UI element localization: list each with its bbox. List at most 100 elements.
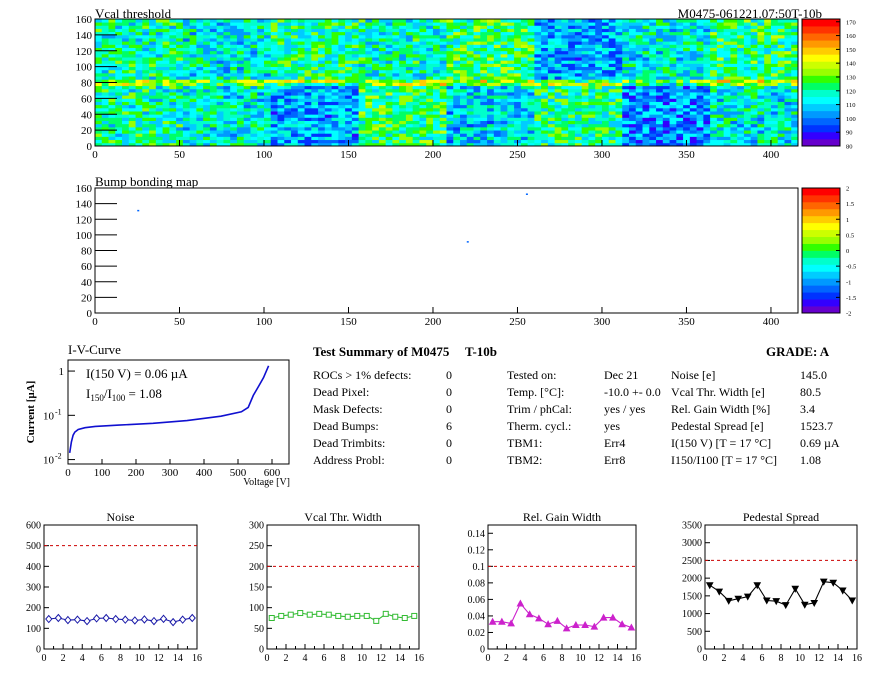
vcal-heatmap-cell (703, 82, 711, 87)
vcal-heatmap-cell (176, 31, 184, 36)
vcal-heatmap-cell (608, 85, 616, 90)
vcal-heatmap-cell (615, 92, 623, 96)
vcal-heatmap-cell (372, 53, 380, 58)
vcal-heatmap-cell (176, 123, 184, 128)
vcal-heatmap-cell (149, 57, 157, 61)
vcal-heatmap-cell (595, 57, 603, 61)
vcal-heatmap-cell (318, 123, 326, 128)
vcal-heatmap-cell (345, 82, 353, 87)
vcal-heatmap-cell (588, 133, 596, 137)
vcal-heatmap-cell (419, 69, 427, 74)
vcal-heatmap-cell (263, 85, 272, 90)
defect-value: 0 (446, 453, 452, 467)
vcal-heatmap-cell (372, 31, 380, 36)
vcal-heatmap-cell (230, 98, 238, 102)
vcal-heatmap-cell (331, 47, 339, 52)
vcal-heatmap-cell (230, 82, 238, 87)
vcal-heatmap-cell (257, 44, 265, 48)
vcal-heatmap-cell (236, 139, 245, 144)
vcal-heatmap-cell (284, 104, 292, 109)
vcal-heatmap-cell (209, 31, 218, 36)
vcal-heatmap-cell (723, 98, 731, 102)
vcal-heatmap-cell (101, 111, 109, 115)
vcal-heatmap-cell (635, 126, 643, 131)
vcal-heatmap-cell (561, 41, 569, 45)
vcal-heatmap-cell (189, 139, 197, 144)
trend-x-tick-label: 6 (541, 653, 546, 664)
vcal-heatmap-cell (169, 95, 177, 99)
trend-data-point (64, 615, 72, 625)
vcal-heatmap-cell (493, 79, 501, 83)
vcal-heatmap-cell (257, 53, 265, 58)
vcal-heatmap-cell (311, 22, 319, 26)
vcal-heatmap-cell (304, 123, 312, 128)
vcal-heatmap-cell (716, 120, 725, 125)
vcal-heatmap-cell (662, 79, 670, 83)
vcal-heatmap-cell (122, 28, 130, 33)
vcal-heatmap-cell (487, 63, 495, 68)
vcal-heatmap-cell (250, 107, 258, 112)
vcal-heatmap-cell (196, 104, 204, 109)
vcal-heatmap-cell (122, 95, 130, 99)
vcal-heatmap-cell (716, 66, 725, 71)
vcal-heatmap-cell (683, 41, 691, 45)
vcal-heatmap-cell (318, 76, 326, 80)
defect-label: ROCs > 1% defects: (313, 368, 412, 382)
vcal-heatmap-cell (520, 69, 529, 74)
vcal-x-axis: 0 50 100 150 200 250 300 350 400 (92, 140, 780, 161)
vcal-heatmap-cell (426, 98, 434, 102)
vcal-heatmap-cell (439, 66, 447, 71)
vcal-heatmap-cell (351, 107, 360, 112)
vcal-heatmap-cell (554, 101, 562, 106)
vcal-heatmap-cell (176, 101, 184, 106)
x-tick-label: 200 (425, 316, 442, 328)
vcal-heatmap-cell (331, 63, 339, 68)
vcal-heatmap-cell (689, 44, 698, 48)
vcal-heatmap-cell (581, 50, 589, 55)
vcal-heatmap-cell (378, 57, 387, 61)
vcal-heatmap-cell (622, 101, 630, 106)
vcal-heatmap-cell (135, 72, 143, 77)
vcal-heatmap-cell (554, 82, 562, 87)
vcal-heatmap-cell (263, 126, 272, 131)
vcal-heatmap-cell (122, 19, 130, 23)
vcal-heatmap-cell (784, 41, 792, 45)
vcal-heatmap-cell (439, 25, 447, 29)
trend-x-tick-label: 8 (779, 653, 784, 664)
vcal-heatmap-cell (236, 98, 245, 102)
vcal-heatmap-cell (554, 60, 562, 64)
iv-x-axis: 0 100 200 300 400 500 600 (65, 459, 281, 479)
trend-y-tick-label: 300 (249, 521, 264, 532)
vcal-heatmap-cell (169, 19, 177, 23)
vcal-heatmap-cell (703, 95, 711, 99)
defect-value: 0 (446, 436, 452, 450)
vcal-heatmap-cell (324, 104, 332, 109)
vcal-heatmap-cell (412, 63, 420, 68)
color-scale-band (802, 194, 840, 203)
vcal-heatmap-cell (419, 130, 427, 134)
vcal-heatmap-cell (480, 101, 488, 106)
vcal-heatmap-cell (696, 107, 704, 112)
vcal-heatmap-cell (662, 66, 670, 71)
vcal-heatmap-cell (270, 136, 278, 141)
vcal-heatmap-cell (189, 111, 197, 115)
vcal-heatmap-cell (263, 107, 272, 112)
vcal-heatmap-cell (405, 53, 414, 58)
vcal-heatmap-cell (149, 53, 157, 58)
vcal-heatmap-cell (419, 88, 427, 93)
vcal-heatmap-cell (737, 38, 745, 42)
vcal-heatmap-cell (764, 19, 772, 23)
vcal-heatmap-cell (669, 139, 677, 144)
vcal-heatmap-cell (270, 82, 278, 87)
vcal-heatmap-cell (581, 136, 589, 141)
vcal-heatmap-cell (250, 133, 258, 137)
vcal-heatmap-cell (270, 101, 278, 106)
vcal-heatmap-cell (345, 133, 353, 137)
vcal-heatmap-cell (95, 53, 103, 58)
vcal-heatmap-cell (473, 95, 481, 99)
vcal-heatmap-cell (142, 104, 150, 109)
vcal-heatmap-cell (730, 50, 738, 55)
vcal-heatmap-cell (676, 126, 684, 131)
vcal-heatmap-cell (426, 19, 434, 23)
vcal-heatmap-cell (770, 25, 779, 29)
